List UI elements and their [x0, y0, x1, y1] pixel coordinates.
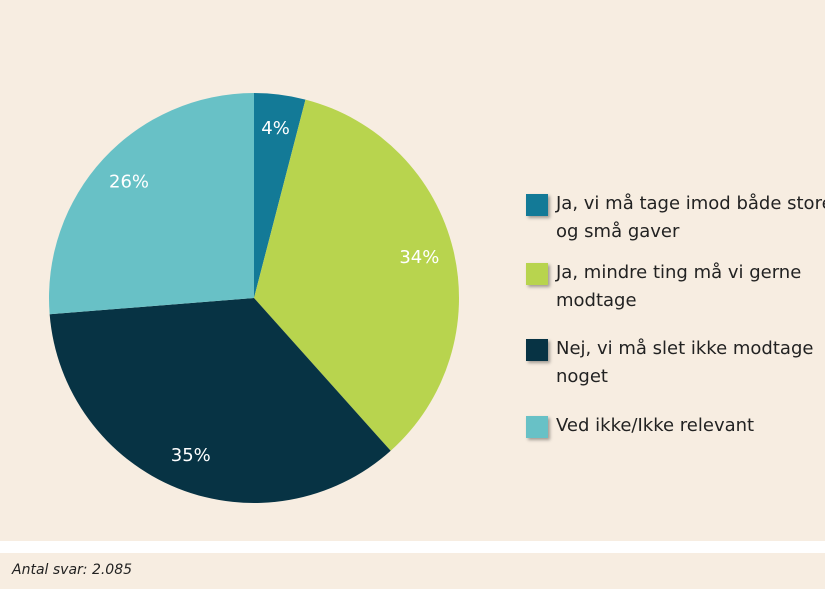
note: Antal svar: 2.085 [12, 562, 133, 578]
legend-swatch [526, 339, 548, 361]
pie-slice [254, 93, 306, 298]
data-label: 34% [399, 247, 439, 268]
pie-slice [254, 99, 459, 451]
footer: Antal svar: 2.085 [0, 553, 825, 589]
legend-swatch [526, 194, 548, 216]
legend-item: Nej, vi må slet ikke modtage noget [526, 335, 825, 391]
legend-label: Nej, vi må slet ikke modtage noget [556, 338, 814, 387]
legend-label: Ved ikke/Ikke relevant [556, 415, 755, 436]
data-label: 26% [109, 172, 149, 193]
legend-item: Ja, vi må tage imod både store og små ga… [526, 190, 825, 246]
legend-swatch [526, 263, 548, 285]
data-label: 4% [261, 118, 290, 139]
pie-slice [49, 298, 391, 504]
data-label: 35% [171, 445, 211, 466]
legend-label: Ja, vi må tage imod både store og små ga… [556, 193, 825, 242]
chart-area: 4% 34% 35% 26% Ja, vi må tage imod både sto… [0, 0, 825, 541]
pie-slice [48, 93, 254, 315]
legend-item: Ved ikke/Ikke relevant [526, 412, 825, 440]
legend-item: Ja, mindre ting må vi gerne modtage [526, 259, 825, 315]
legend-swatch [526, 416, 548, 438]
pie-chart: 4% 34% 35% 26% [48, 93, 459, 504]
legend-label: Ja, mindre ting må vi gerne modtage [556, 262, 802, 311]
